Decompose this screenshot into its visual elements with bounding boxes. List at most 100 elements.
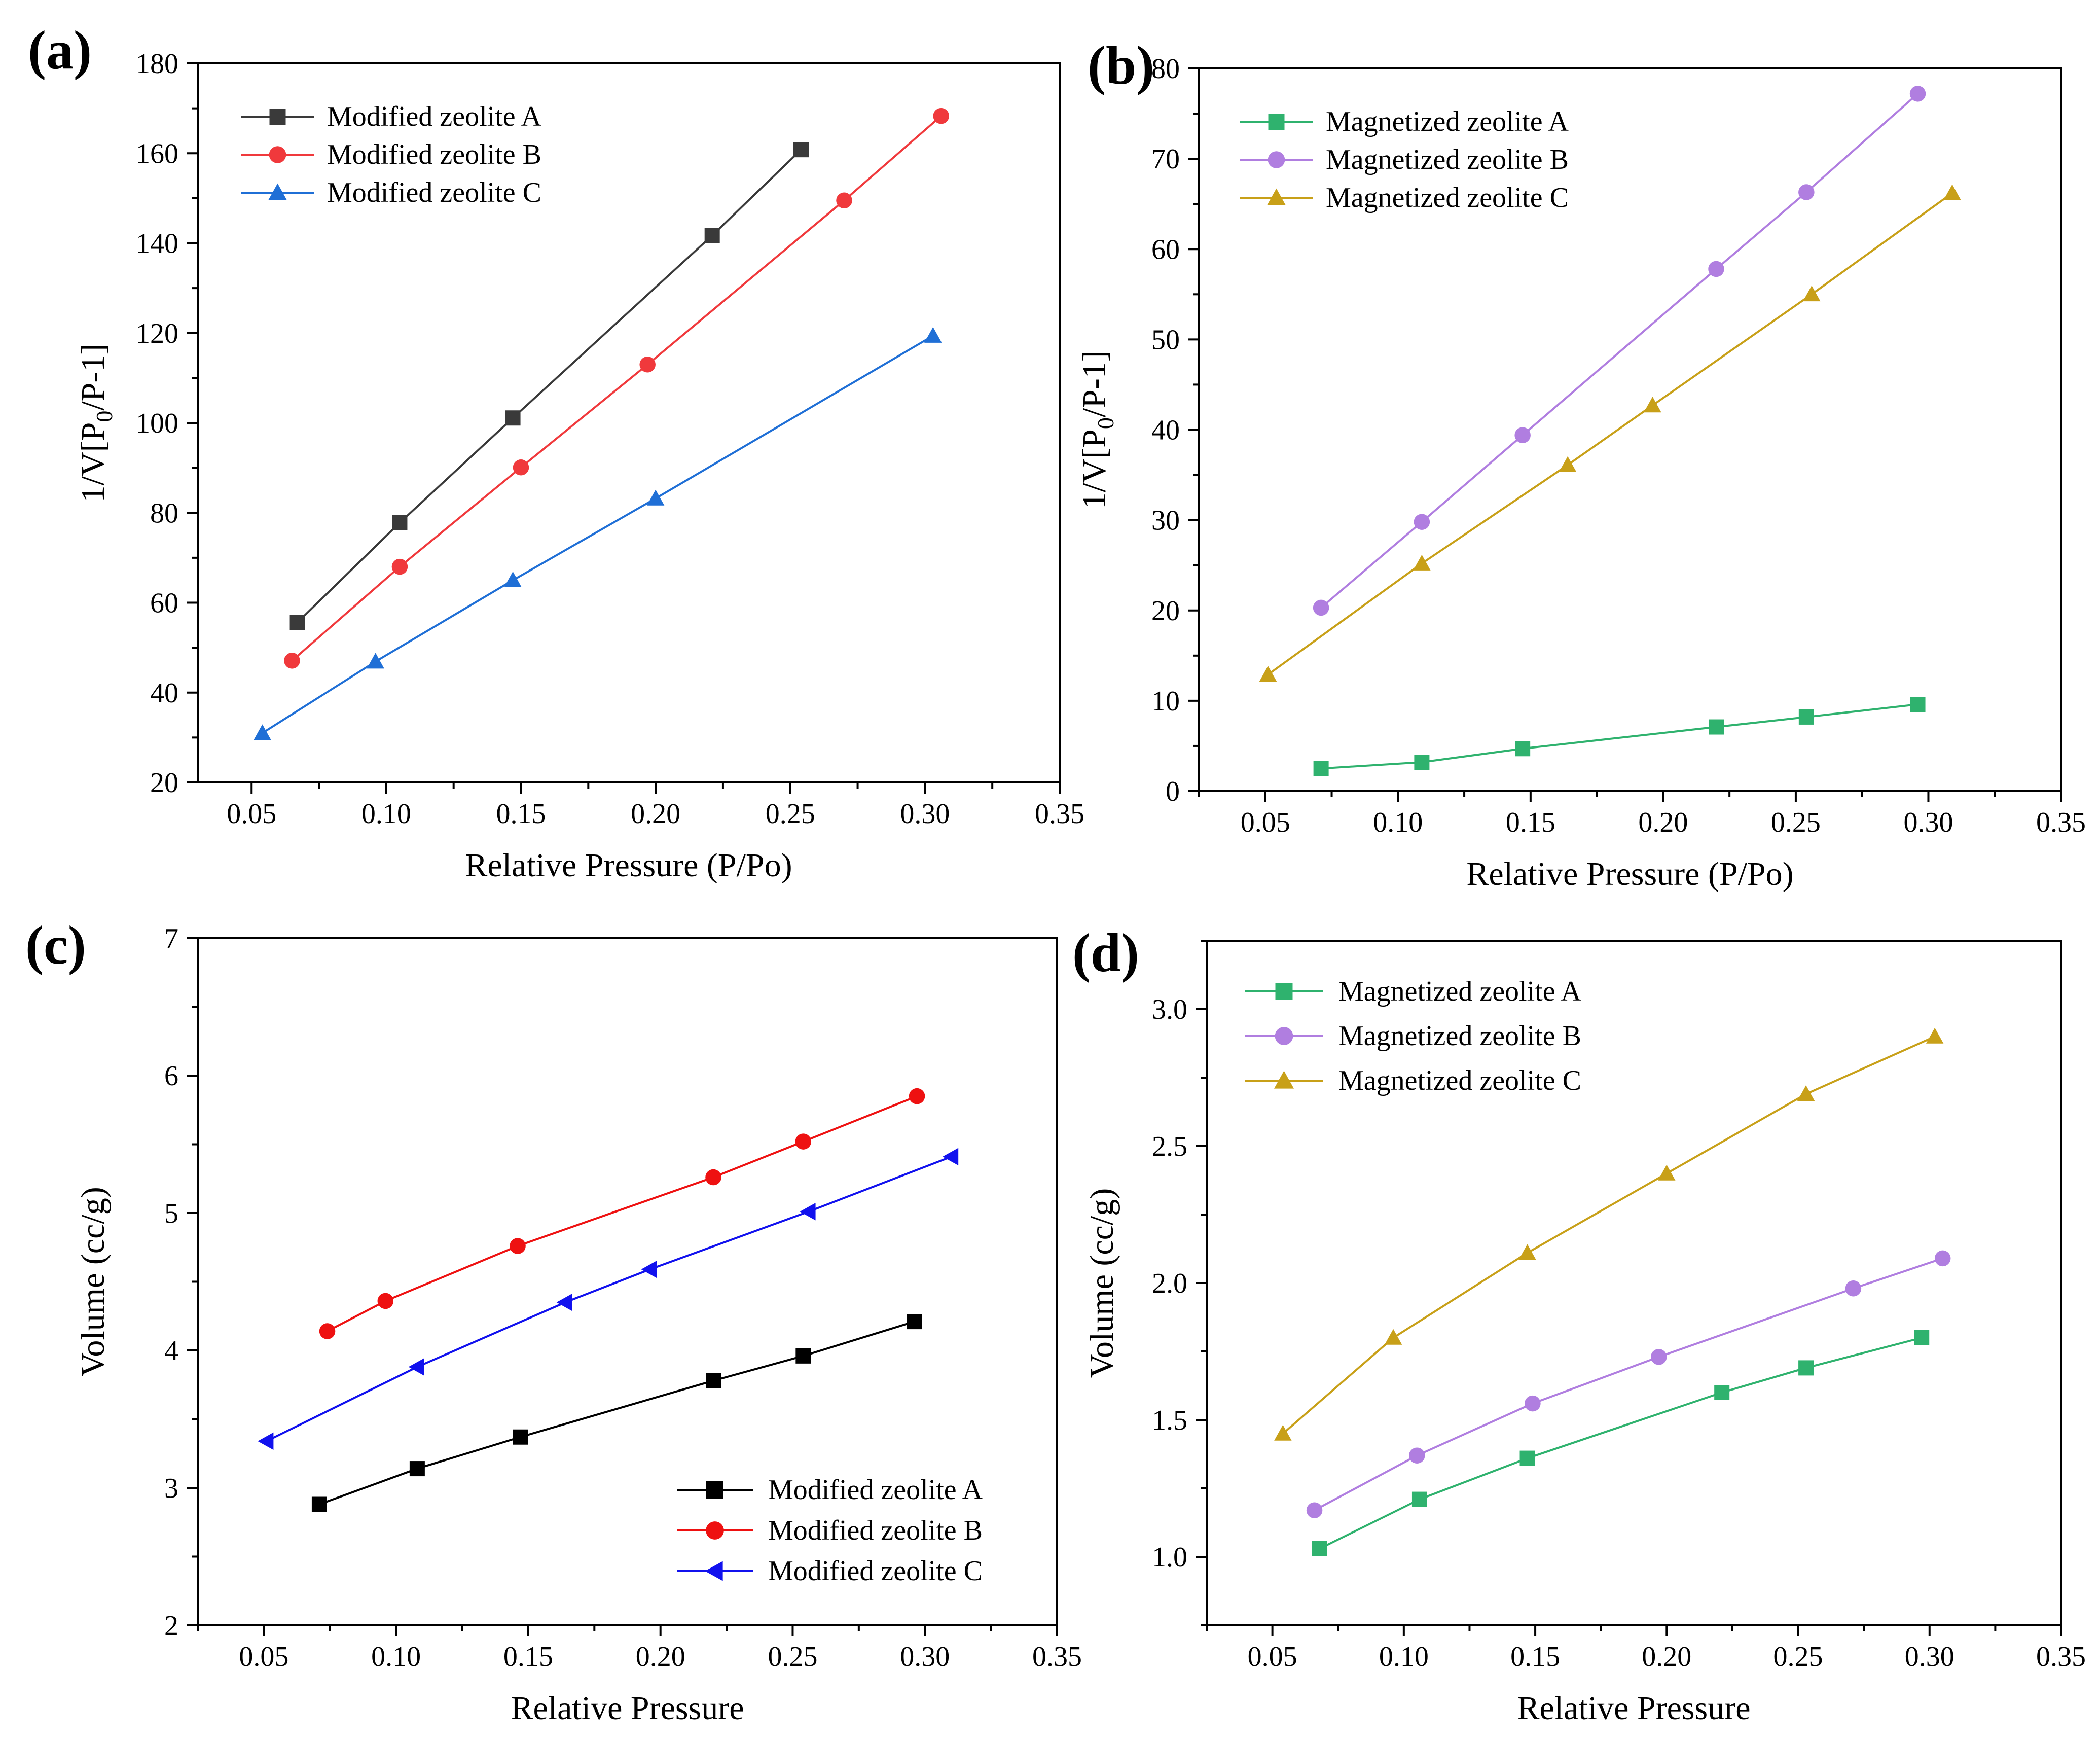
series-line <box>319 1321 915 1506</box>
x-tick-label: 0.35 <box>2036 807 2086 838</box>
legend-label: Magnetized zeolite C <box>1326 182 1569 213</box>
data-point <box>1514 427 1531 443</box>
y-axis-title: 1/V[P0/P-1] <box>75 344 117 503</box>
legend-marker <box>269 146 286 163</box>
plot-frame <box>197 62 1061 783</box>
data-point <box>1926 1027 1944 1044</box>
legend-label: Modified zeolite C <box>327 177 541 208</box>
series-magnetized-zeolite-b <box>1313 86 1926 616</box>
y-tick-label: 70 <box>1151 144 1180 175</box>
x-tick-label: 0.05 <box>1241 807 1290 838</box>
data-point <box>377 1293 394 1309</box>
x-tick-label: 0.05 <box>1248 1641 1297 1672</box>
legend-marker <box>706 1481 723 1499</box>
data-point <box>391 558 408 575</box>
data-point <box>836 192 852 209</box>
data-point <box>1312 1541 1327 1556</box>
series-line <box>1319 1337 1922 1550</box>
legend-marker <box>268 183 287 200</box>
y-tick-label: 7 <box>164 923 178 954</box>
x-tick-label: 0.35 <box>1032 1641 1082 1672</box>
y-tick-label: 80 <box>150 497 178 529</box>
legend-label: Magnetized zeolite C <box>1338 1065 1581 1096</box>
data-point <box>1845 1280 1862 1297</box>
series-modified-zeolite-a <box>311 1314 922 1512</box>
data-point <box>1259 665 1277 682</box>
data-point <box>1559 456 1577 472</box>
data-point <box>705 1169 721 1186</box>
y-tick-label: 60 <box>150 588 178 619</box>
data-point <box>1798 709 1814 725</box>
x-tick-label: 0.25 <box>768 1641 817 1672</box>
data-point <box>1714 1385 1730 1400</box>
data-point <box>1411 1491 1427 1507</box>
x-axis-title: Relative Pressure (P/Po) <box>465 847 792 884</box>
panel-label: (c) <box>25 915 86 976</box>
y-tick-label: 120 <box>136 318 178 349</box>
series-magnetized-zeolite-c <box>1274 1027 1944 1441</box>
legend: Modified zeolite A Modified zeolite B Modi… <box>241 101 542 208</box>
x-tick-label: 0.10 <box>371 1641 421 1672</box>
series-line <box>1314 1257 1943 1511</box>
chart-panel-c: (c) 0.05 0.10 0.15 0.20 0.25 0.30 0.35 2 3 4 5 6 7 Rel… <box>25 915 1082 1727</box>
data-point <box>793 142 809 158</box>
y-tick-label: 10 <box>1151 686 1180 717</box>
data-point <box>409 1461 425 1477</box>
y-tick-label: 2.0 <box>1152 1268 1187 1299</box>
legend: Magnetized zeolite A Magnetized zeolite B… <box>1245 976 1581 1096</box>
y-tick-label: 0 <box>1166 776 1180 807</box>
y-axis-title-main: Volume (cc/g) <box>1083 1188 1120 1378</box>
data-point <box>641 1260 657 1278</box>
y-tick-label: 5 <box>164 1198 178 1229</box>
data-point <box>1384 1329 1402 1345</box>
series-line <box>266 1156 952 1442</box>
x-tick-label: 0.15 <box>1506 807 1555 838</box>
series-modified-zeolite-b <box>284 108 949 669</box>
legend-marker <box>1268 114 1285 130</box>
y-axis-title-subscript: 0 <box>1093 417 1118 429</box>
data-point <box>513 459 529 476</box>
data-point <box>1414 755 1430 770</box>
x-tick-label: 0.30 <box>1903 807 1953 838</box>
y-tick-label: 3.0 <box>1152 994 1187 1025</box>
data-point <box>704 228 720 243</box>
data-point <box>1644 397 1661 413</box>
y-axis-title: 1/V[P0/P-1] <box>1076 350 1118 509</box>
data-point <box>1797 1085 1815 1101</box>
legend-marker <box>1274 1071 1294 1089</box>
series-line <box>1321 703 1918 770</box>
x-tick-label: 0.20 <box>631 798 680 830</box>
legend-label: Modified zeolite A <box>327 101 542 132</box>
panel-label: (b) <box>1088 35 1154 96</box>
data-point <box>367 653 384 669</box>
y-axis-title: Volume (cc/g) <box>75 1187 112 1377</box>
x-tick-label: 0.10 <box>1379 1641 1429 1672</box>
x-tick-label: 0.20 <box>636 1641 685 1672</box>
series-line <box>291 115 942 662</box>
y-tick-label: 1.5 <box>1152 1405 1187 1436</box>
data-point <box>1803 286 1821 302</box>
y-tick-label: 40 <box>1151 415 1180 446</box>
data-point <box>639 357 656 373</box>
y-axis-title-main: Volume (cc/g) <box>75 1187 112 1377</box>
y-tick-label: 140 <box>136 228 178 260</box>
data-point <box>1525 1395 1541 1412</box>
y-tick-label: 4 <box>164 1335 178 1367</box>
legend-label: Modified zeolite B <box>327 139 541 170</box>
y-axis-title-main: 1/V[P <box>1076 429 1113 509</box>
data-point <box>1943 184 1961 200</box>
series-line <box>1282 1036 1935 1435</box>
legend-marker <box>269 109 286 125</box>
data-point <box>933 108 949 124</box>
x-tick-label: 0.05 <box>227 798 276 830</box>
data-point <box>795 1348 811 1364</box>
series-modified-zeolite-a <box>289 142 809 630</box>
series-line <box>1320 93 1918 609</box>
x-tick-label: 0.10 <box>1373 807 1423 838</box>
legend-marker <box>706 1521 724 1540</box>
legend-label: Magnetized zeolite B <box>1326 144 1569 175</box>
plot-frame <box>1198 67 2062 792</box>
series-magnetized-zeolite-b <box>1306 1250 1951 1518</box>
legend-marker <box>1267 188 1286 205</box>
